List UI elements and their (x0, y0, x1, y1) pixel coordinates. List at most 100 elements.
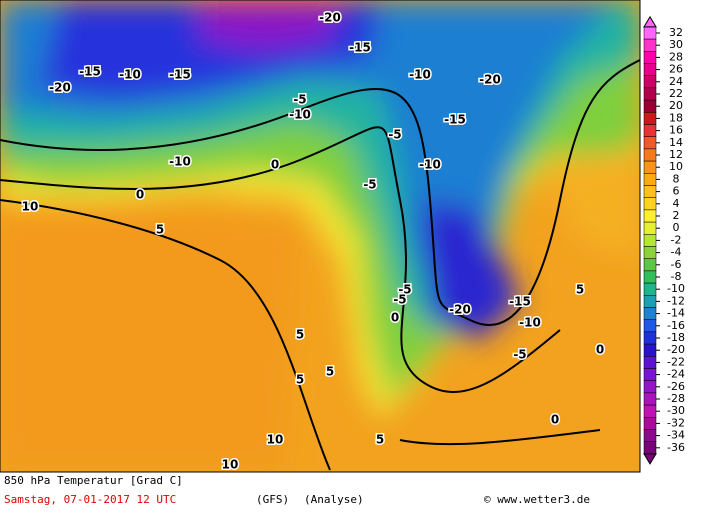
contour-label: -5 (513, 348, 526, 362)
color-label: 20 (669, 99, 683, 112)
color-label: 30 (669, 38, 683, 51)
color-band (643, 209, 657, 223)
color-label: -8 (671, 270, 682, 283)
contour-label: -15 (169, 68, 191, 82)
color-band (643, 63, 657, 76)
color-band (643, 258, 657, 272)
contour-label: -15 (444, 113, 466, 127)
color-band (643, 307, 657, 320)
color-arrow-bottom (643, 453, 657, 465)
color-band (643, 160, 657, 174)
color-label: 24 (669, 75, 683, 88)
color-band (643, 404, 657, 418)
contour-label: 0 (136, 188, 144, 202)
contour-label: 0 (271, 158, 279, 172)
contour-label: -5 (388, 128, 401, 142)
color-label: -12 (667, 294, 685, 307)
color-band (643, 295, 657, 308)
color-band (643, 87, 657, 101)
color-label: -14 (667, 307, 685, 320)
color-band (643, 441, 657, 455)
color-label: -6 (671, 258, 682, 271)
contour-label: -15 (509, 295, 531, 309)
contour-label: 10 (22, 200, 39, 214)
color-band (643, 392, 657, 406)
color-band (643, 343, 657, 357)
color-label: -26 (667, 380, 685, 393)
contour-label: 10 (267, 433, 284, 447)
color-band (643, 356, 657, 369)
color-label: 28 (669, 50, 683, 63)
color-band (643, 185, 657, 198)
color-label: -18 (667, 331, 685, 344)
footer-run: (Analyse) (304, 493, 364, 506)
footer-date: Samstag, 07-01-2017 12 UTC (4, 493, 176, 506)
footer-model: (GFS) (256, 493, 289, 506)
color-label: -4 (671, 246, 682, 259)
color-band (643, 51, 657, 64)
color-band (643, 148, 657, 162)
contour-label: 5 (296, 328, 304, 342)
contour-label: 0 (391, 311, 399, 325)
contour-label: -20 (479, 73, 501, 87)
contour-label: 5 (326, 365, 334, 379)
color-label: 2 (673, 209, 680, 222)
color-band (643, 221, 657, 235)
color-label: 8 (673, 172, 680, 185)
color-label: 0 (673, 221, 680, 234)
color-band (643, 38, 657, 52)
color-band (643, 75, 657, 89)
color-band (643, 99, 657, 113)
color-label: 10 (669, 160, 683, 173)
color-band (643, 270, 657, 284)
color-label: -22 (667, 355, 685, 368)
color-band (643, 26, 657, 40)
contour-label: -10 (419, 158, 441, 172)
color-label: -10 (667, 282, 685, 295)
contour-label: -5 (398, 283, 411, 297)
contour-label: 5 (156, 223, 164, 237)
contour-label: -10 (519, 316, 541, 330)
color-band (643, 124, 657, 137)
contour-label: 0 (596, 343, 604, 357)
color-band (643, 282, 657, 296)
contour-label: 5 (576, 283, 584, 297)
color-label: -20 (667, 343, 685, 356)
color-label: 22 (669, 87, 683, 100)
color-label: 14 (669, 136, 683, 149)
contour-label: 5 (376, 433, 384, 447)
color-band (643, 429, 657, 442)
color-band (643, 331, 657, 345)
color-label: -30 (667, 404, 685, 417)
contour-label: -20 (449, 303, 471, 317)
contour-label: -10 (119, 68, 141, 82)
color-band (643, 234, 657, 247)
contour-label: -15 (349, 41, 371, 55)
color-label: 4 (673, 197, 680, 210)
contour-label: 0 (551, 413, 559, 427)
contour-label: -20 (319, 11, 341, 25)
contour-label: -10 (289, 108, 311, 122)
contour-label: -5 (393, 293, 406, 307)
color-band (643, 380, 657, 394)
color-label: -36 (667, 441, 685, 454)
contour-label: -20 (49, 81, 71, 95)
footer-title: 850 hPa Temperatur [Grad C] (4, 474, 183, 487)
contour-label: 10 (222, 458, 239, 472)
color-band (643, 417, 657, 430)
color-label: 32 (669, 26, 683, 39)
color-band (643, 173, 657, 186)
map: -20-15 -10-20-15-10-50510-10-15-5-10-505-… (0, 0, 640, 472)
color-label: -16 (667, 319, 685, 332)
color-label: 6 (673, 185, 680, 198)
contour-label: 5 (296, 373, 304, 387)
contour-label: -10 (169, 155, 191, 169)
contour-label: -5 (293, 93, 306, 107)
footer-credit: © www.wetter3.de (484, 493, 590, 506)
color-label: -24 (667, 368, 685, 381)
color-band (643, 112, 657, 125)
contour-label: -10 (409, 68, 431, 82)
color-label: 26 (669, 63, 683, 76)
color-band (643, 197, 657, 211)
